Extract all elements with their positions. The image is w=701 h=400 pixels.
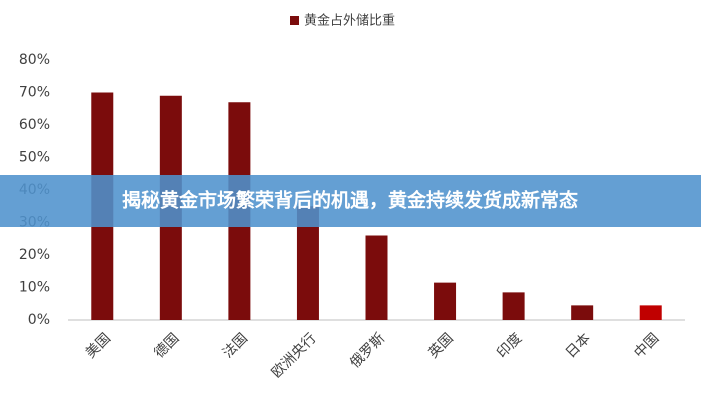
bar — [502, 292, 525, 320]
bar — [365, 235, 388, 320]
x-tick-label: 中国 — [631, 330, 662, 361]
y-tick-label: 10% — [19, 280, 50, 296]
banner-text: 揭秘黄金市场繁荣背后的机遇，黄金持续发货成新常态 — [122, 189, 578, 212]
x-tick-label: 日本 — [563, 330, 594, 361]
y-tick-label: 50% — [19, 150, 50, 166]
y-tick-label: 20% — [19, 247, 50, 263]
x-tick-label: 欧洲央行 — [269, 330, 320, 381]
bar — [639, 305, 662, 320]
x-tick-label: 俄罗斯 — [347, 330, 388, 371]
x-tick-label: 法国 — [220, 330, 251, 361]
x-tick-label: 德国 — [151, 330, 182, 361]
y-tick-label: 80% — [19, 52, 50, 68]
banner-background — [0, 175, 701, 227]
y-tick-label: 60% — [19, 117, 50, 133]
bar — [296, 206, 319, 320]
legend-swatch — [290, 16, 299, 25]
y-tick-label: 0% — [28, 312, 50, 328]
bar — [434, 282, 457, 320]
x-tick-label: 英国 — [425, 330, 457, 362]
x-tick-label: 美国 — [83, 330, 114, 361]
legend-label: 黄金占外储比重 — [304, 13, 395, 29]
bar — [571, 305, 594, 320]
y-tick-label: 70% — [19, 85, 50, 101]
x-tick-label: 印度 — [494, 330, 525, 361]
